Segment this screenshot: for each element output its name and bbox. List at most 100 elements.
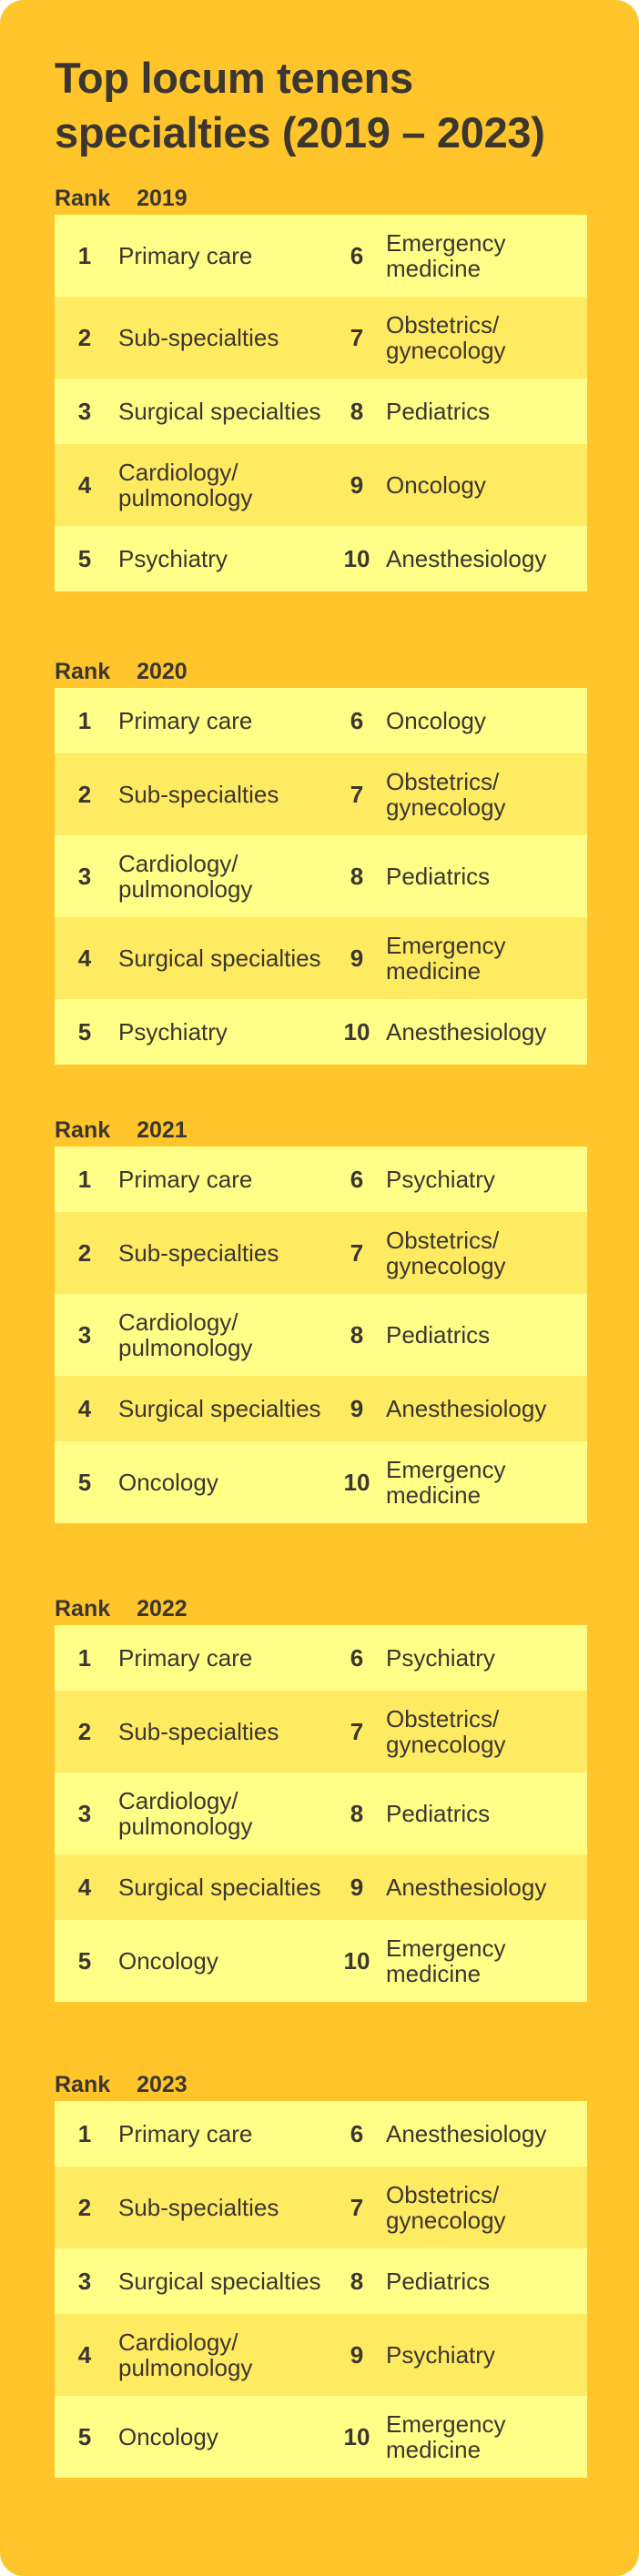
year-label: 2021 — [137, 1117, 188, 1143]
rank-number: 9 — [350, 471, 364, 499]
table-row: 2 Sub-specialties 7 Obstetrics/ gynecolo… — [55, 2167, 587, 2248]
specialty-name: Primary care — [118, 707, 253, 734]
rank-number: 3 — [77, 398, 92, 425]
specialty-name: Obstetrics/ gynecology — [386, 1705, 506, 1758]
specialty-name: Cardiology/ pulmonology — [118, 850, 253, 903]
table-row: 5 Oncology 10 Emergency medicine — [55, 1920, 587, 2002]
rank-label: Rank — [55, 1117, 111, 1143]
year-label: 2023 — [137, 2072, 188, 2097]
rank-number: 1 — [77, 242, 92, 269]
specialty-name: Obstetrics/ gynecology — [386, 2181, 506, 2234]
rank-number: 6 — [350, 707, 364, 734]
table-row: 1 Primary care 6 Oncology — [55, 688, 587, 753]
specialty-name: Emergency medicine — [386, 1935, 506, 1987]
specialty-name: Surgical specialties — [118, 398, 321, 425]
specialty-name: Emergency medicine — [386, 932, 506, 985]
rank-number: 3 — [77, 1800, 92, 1827]
rank-number: 7 — [350, 781, 364, 808]
specialty-name: Sub-specialties — [118, 1718, 279, 1745]
specialty-name: Pediatrics — [386, 398, 491, 425]
table-row: 4 Surgical specialties 9 Anesthesiology — [55, 1854, 587, 1920]
table-row: 2 Sub-specialties 7 Obstetrics/ gynecolo… — [55, 297, 587, 379]
rank-number: 10 — [343, 1947, 370, 1975]
specialty-name: Psychiatry — [386, 1644, 495, 1672]
rank-number: 7 — [350, 2194, 364, 2221]
rank-number: 5 — [77, 2423, 92, 2450]
table-row: 3 Cardiology/ pulmonology 8 Pediatrics — [55, 1294, 587, 1376]
rank-label: Rank — [55, 186, 111, 211]
specialty-name: Anesthesiology — [386, 2120, 547, 2147]
year-section-2022: Rank 2022 1 Primary care 6 Psychiatry 2 … — [55, 1592, 587, 2002]
rank-number: 2 — [77, 781, 92, 808]
table-row: 3 Cardiology/ pulmonology 8 Pediatrics — [55, 835, 587, 917]
rank-number: 9 — [350, 2341, 364, 2369]
rank-number: 10 — [343, 1469, 370, 1496]
ranking-table: 1 Primary care 6 Psychiatry 2 Sub-specia… — [55, 1147, 587, 1523]
specialty-name: Cardiology/ pulmonology — [118, 2329, 253, 2381]
rank-number: 7 — [350, 324, 364, 351]
specialty-name: Surgical specialties — [118, 945, 321, 972]
specialty-name: Oncology — [118, 1947, 218, 1975]
specialty-name: Emergency medicine — [386, 1456, 506, 1509]
rank-number: 4 — [77, 471, 92, 499]
specialty-name: Primary care — [118, 1644, 253, 1672]
rank-label: Rank — [55, 659, 111, 684]
specialty-name: Anesthesiology — [386, 545, 547, 572]
rank-number: 8 — [350, 1800, 364, 1827]
rank-number: 5 — [77, 1947, 92, 1975]
specialty-name: Cardiology/ pulmonology — [118, 1787, 253, 1840]
rank-number: 2 — [77, 1718, 92, 1745]
table-row: 1 Primary care 6 Psychiatry — [55, 1625, 587, 1691]
specialty-name: Sub-specialties — [118, 1239, 279, 1267]
specialty-name: Cardiology/ pulmonology — [118, 1308, 253, 1361]
year-section-2020: Rank 2020 1 Primary care 6 Oncology 2 Su… — [55, 655, 587, 1065]
rank-number: 2 — [77, 1239, 92, 1267]
specialty-name: Psychiatry — [118, 545, 228, 572]
rank-number: 8 — [350, 398, 364, 425]
rank-number: 9 — [350, 1874, 364, 1901]
rank-number: 4 — [77, 945, 92, 972]
section-header: Rank 2021 — [55, 1114, 587, 1147]
specialty-name: Surgical specialties — [118, 1395, 321, 1422]
table-row: 2 Sub-specialties 7 Obstetrics/ gynecolo… — [55, 1691, 587, 1773]
page-title: Top locum tenens specialties (2019 – 202… — [55, 54, 545, 157]
specialty-name: Primary care — [118, 1166, 253, 1193]
table-row: 1 Primary care 6 Emergency medicine — [55, 215, 587, 297]
specialty-name: Obstetrics/ gynecology — [386, 1227, 506, 1279]
table-row: 5 Psychiatry 10 Anesthesiology — [55, 999, 587, 1065]
year-section-2021: Rank 2021 1 Primary care 6 Psychiatry 2 … — [55, 1114, 587, 1523]
rank-number: 4 — [77, 2341, 92, 2369]
rank-number: 8 — [350, 863, 364, 890]
specialty-name: Oncology — [386, 471, 486, 499]
rank-number: 5 — [77, 545, 92, 572]
rank-label: Rank — [55, 2072, 111, 2097]
specialty-name: Surgical specialties — [118, 2268, 321, 2295]
table-row: 3 Surgical specialties 8 Pediatrics — [55, 2248, 587, 2314]
table-row: 4 Cardiology/ pulmonology 9 Oncology — [55, 444, 587, 526]
specialty-name: Psychiatry — [118, 1018, 228, 1046]
rank-number: 7 — [350, 1718, 364, 1745]
year-section-2023: Rank 2023 1 Primary care 6 Anesthesiolog… — [55, 2068, 587, 2478]
rank-number: 6 — [350, 242, 364, 269]
rank-number: 1 — [77, 1644, 92, 1672]
table-row: 2 Sub-specialties 7 Obstetrics/ gynecolo… — [55, 1212, 587, 1294]
ranking-table: 1 Primary care 6 Anesthesiology 2 Sub-sp… — [55, 2101, 587, 2478]
specialty-name: Oncology — [118, 1469, 218, 1496]
rank-number: 9 — [350, 1395, 364, 1422]
specialty-name: Anesthesiology — [386, 1395, 547, 1422]
specialty-name: Cardiology/ pulmonology — [118, 459, 253, 511]
rank-number: 7 — [350, 1239, 364, 1267]
section-header: Rank 2023 — [55, 2068, 587, 2101]
rank-number: 1 — [77, 1166, 92, 1193]
rank-number: 2 — [77, 2194, 92, 2221]
table-row: 5 Oncology 10 Emergency medicine — [55, 1441, 587, 1523]
specialty-name: Psychiatry — [386, 2341, 495, 2369]
rank-number: 6 — [350, 2120, 364, 2147]
specialty-name: Surgical specialties — [118, 1874, 321, 1901]
specialty-name: Oncology — [386, 707, 486, 734]
rank-number: 8 — [350, 1321, 364, 1349]
section-header: Rank 2020 — [55, 655, 587, 688]
ranking-table: 1 Primary care 6 Emergency medicine 2 Su… — [55, 215, 587, 591]
specialty-name: Emergency medicine — [386, 229, 506, 282]
rank-number: 1 — [77, 707, 92, 734]
